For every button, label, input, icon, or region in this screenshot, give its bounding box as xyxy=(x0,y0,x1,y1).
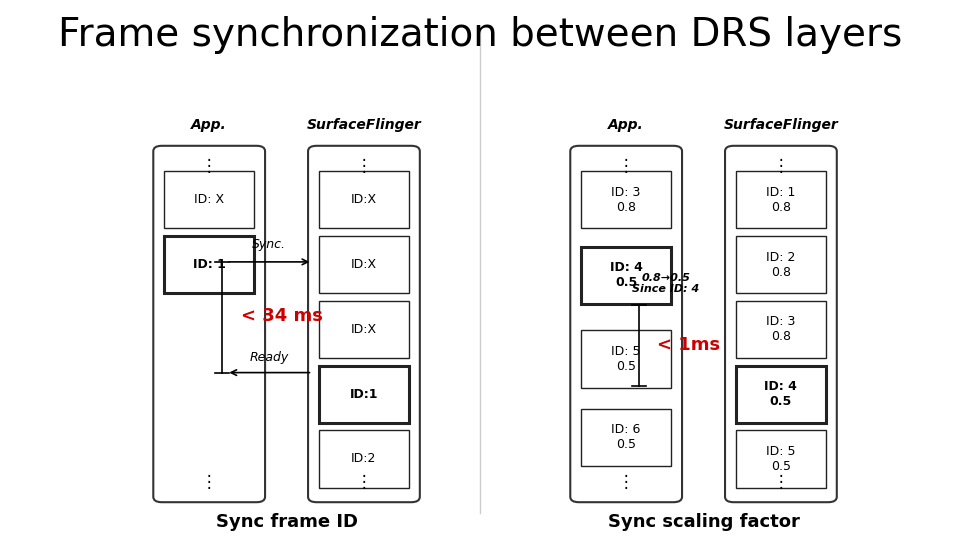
Text: ID: 1
0.8: ID: 1 0.8 xyxy=(766,186,796,214)
Text: ⋮: ⋮ xyxy=(618,474,635,491)
Text: App.: App. xyxy=(609,118,644,132)
Text: Sync.: Sync. xyxy=(252,238,286,251)
FancyBboxPatch shape xyxy=(320,366,409,423)
FancyBboxPatch shape xyxy=(582,330,671,388)
Text: ID:1: ID:1 xyxy=(349,388,378,401)
Text: SurfaceFlinger: SurfaceFlinger xyxy=(306,118,421,132)
Text: < 34 ms: < 34 ms xyxy=(241,307,323,325)
FancyBboxPatch shape xyxy=(582,247,671,304)
FancyBboxPatch shape xyxy=(320,430,409,488)
FancyBboxPatch shape xyxy=(736,430,826,488)
Text: ⋮: ⋮ xyxy=(201,157,218,174)
Text: ⋮: ⋮ xyxy=(355,157,372,174)
Text: ID:X: ID:X xyxy=(350,323,377,336)
Text: Frame synchronization between DRS layers: Frame synchronization between DRS layers xyxy=(58,16,902,54)
FancyBboxPatch shape xyxy=(582,409,671,466)
FancyBboxPatch shape xyxy=(308,146,420,502)
Text: ID: 3
0.8: ID: 3 0.8 xyxy=(612,186,641,214)
Text: ID: 3
0.8: ID: 3 0.8 xyxy=(766,315,796,343)
FancyBboxPatch shape xyxy=(320,301,409,358)
Text: ID:X: ID:X xyxy=(350,258,377,271)
Text: Sync frame ID: Sync frame ID xyxy=(216,513,357,531)
Text: 0.8→0.5
Since ID: 4: 0.8→0.5 Since ID: 4 xyxy=(632,273,699,294)
FancyBboxPatch shape xyxy=(320,171,409,228)
Text: ⋮: ⋮ xyxy=(355,474,372,491)
Text: ⋮: ⋮ xyxy=(773,474,789,491)
Text: ID: 4
0.5: ID: 4 0.5 xyxy=(610,261,642,289)
FancyBboxPatch shape xyxy=(164,171,253,228)
Text: ⋮: ⋮ xyxy=(618,157,635,174)
FancyBboxPatch shape xyxy=(725,146,837,502)
Text: Sync scaling factor: Sync scaling factor xyxy=(608,513,800,531)
Text: ID: 5
0.5: ID: 5 0.5 xyxy=(612,345,641,373)
Text: App.: App. xyxy=(191,118,228,132)
FancyBboxPatch shape xyxy=(736,301,826,358)
Text: ⋮: ⋮ xyxy=(201,474,218,491)
Text: ID: 1: ID: 1 xyxy=(193,258,226,271)
Text: < 1ms: < 1ms xyxy=(657,335,720,354)
Text: SurfaceFlinger: SurfaceFlinger xyxy=(724,118,838,132)
Text: ID: 6
0.5: ID: 6 0.5 xyxy=(612,423,641,451)
FancyBboxPatch shape xyxy=(570,146,682,502)
Text: ID:X: ID:X xyxy=(350,193,377,206)
FancyBboxPatch shape xyxy=(164,236,253,293)
Text: ID: 2
0.8: ID: 2 0.8 xyxy=(766,251,796,279)
FancyBboxPatch shape xyxy=(154,146,265,502)
Text: Ready: Ready xyxy=(250,352,289,365)
Text: ID: X: ID: X xyxy=(194,193,225,206)
FancyBboxPatch shape xyxy=(582,171,671,228)
Text: ID: 5
0.5: ID: 5 0.5 xyxy=(766,445,796,473)
FancyBboxPatch shape xyxy=(736,366,826,423)
Text: ⋮: ⋮ xyxy=(773,157,789,174)
Text: ID:2: ID:2 xyxy=(351,453,376,465)
FancyBboxPatch shape xyxy=(736,236,826,293)
FancyBboxPatch shape xyxy=(736,171,826,228)
FancyBboxPatch shape xyxy=(320,236,409,293)
Text: ID: 4
0.5: ID: 4 0.5 xyxy=(764,380,798,408)
